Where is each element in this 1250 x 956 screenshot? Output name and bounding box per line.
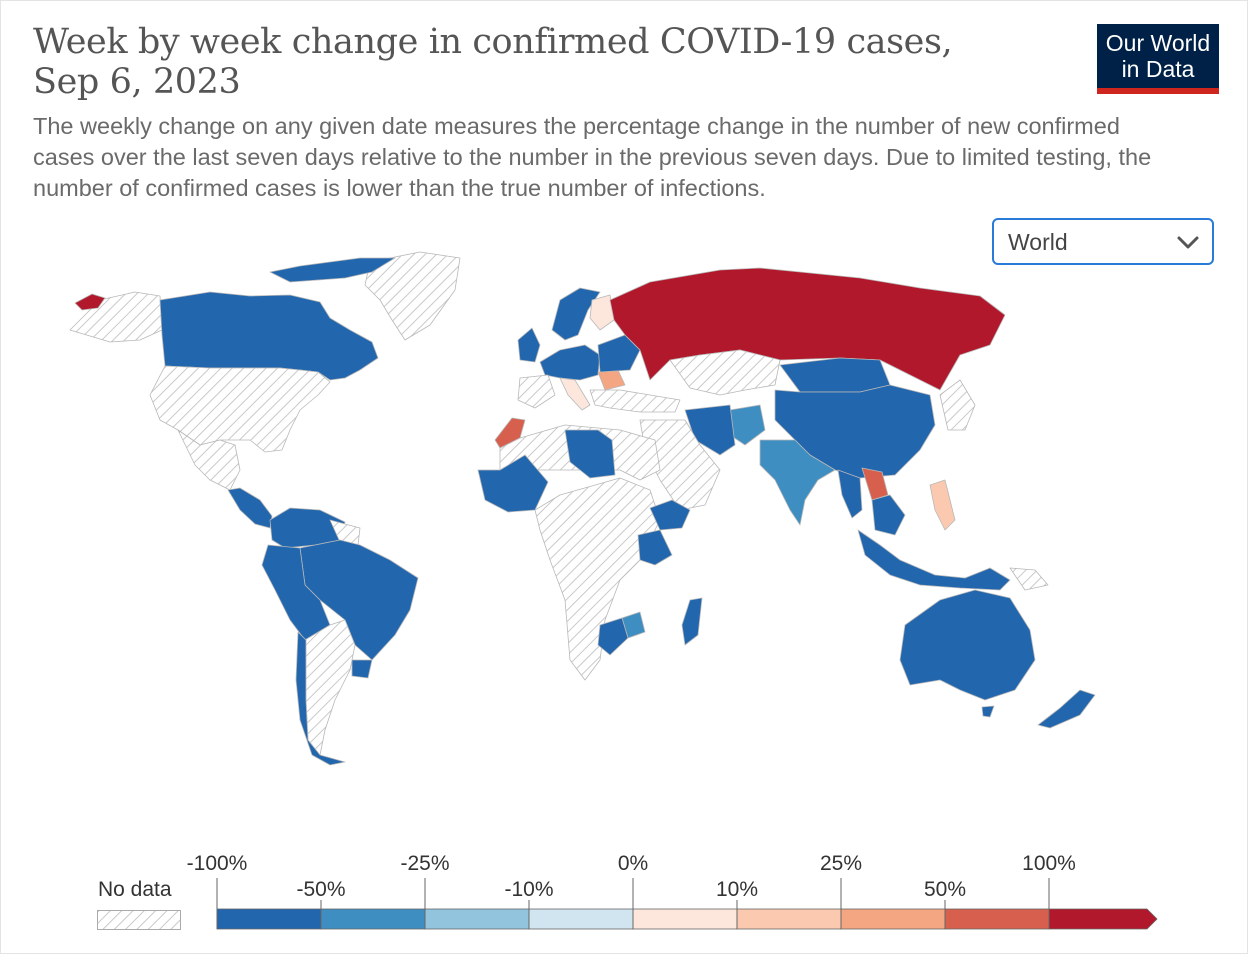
chart-title: Week by week change in confirmed COVID-1… — [33, 22, 953, 102]
country-uk-ireland[interactable] — [517, 327, 541, 363]
country-libya[interactable] — [564, 429, 616, 479]
country-balkans-turkey[interactable] — [589, 389, 681, 413]
country-philippines[interactable] — [929, 479, 956, 531]
country-spain-portugal[interactable] — [517, 374, 556, 409]
legend-tick-label: 25% — [819, 852, 863, 875]
country-united-states[interactable] — [149, 365, 331, 453]
no-data-label: No data — [98, 878, 172, 901]
legend-bin — [528, 908, 634, 930]
country-greenland[interactable] — [364, 251, 461, 341]
country-kazakhstan[interactable] — [669, 349, 781, 396]
country-finland[interactable] — [589, 294, 615, 331]
legend-tick-label: -50% — [296, 878, 346, 901]
legend-tick-label: 0% — [617, 852, 649, 875]
owid-logo[interactable]: Our World in Data — [1097, 24, 1219, 94]
country-indonesia[interactable] — [857, 529, 1011, 591]
country-central-america[interactable] — [227, 487, 273, 529]
country-ethiopia[interactable] — [649, 499, 691, 531]
legend-bin — [1048, 908, 1158, 930]
no-data-swatch — [97, 910, 181, 930]
region-select[interactable]: World — [992, 218, 1214, 265]
country-tasmania[interactable] — [981, 705, 995, 718]
legend-bin — [840, 908, 946, 930]
legend-bin — [216, 908, 322, 930]
legend-tick-label: 100% — [1022, 852, 1076, 875]
country-canada-arctic[interactable] — [269, 257, 396, 283]
legend-tick-label: -100% — [186, 852, 248, 875]
legend-tick-label: -10% — [504, 878, 554, 901]
country-east-africa[interactable] — [637, 529, 673, 566]
logo-line-2: in Data — [1121, 56, 1195, 82]
country-afghanistan[interactable] — [729, 404, 766, 446]
country-russia[interactable] — [609, 267, 1006, 391]
country-australia[interactable] — [899, 589, 1036, 701]
country-japan-korea[interactable] — [939, 379, 976, 431]
legend-bin — [320, 908, 426, 930]
country-south-africa[interactable] — [597, 617, 629, 656]
country-papua-new-guinea[interactable] — [1009, 567, 1049, 591]
legend-bin — [424, 908, 530, 930]
legend-tick-label: 10% — [715, 878, 759, 901]
country-myanmar[interactable] — [837, 469, 863, 519]
country-italy[interactable] — [559, 377, 591, 411]
world-map[interactable] — [60, 245, 1140, 775]
region-select-value: World — [1008, 229, 1068, 255]
country-mongolia[interactable] — [779, 357, 891, 393]
country-morocco[interactable] — [494, 417, 526, 449]
chevron-down-icon — [1177, 236, 1199, 249]
country-madagascar[interactable] — [681, 597, 703, 646]
legend-tick-label: 50% — [923, 878, 967, 901]
country-central-africa[interactable] — [534, 477, 661, 681]
country-west-europe[interactable] — [539, 344, 601, 381]
country-argentina[interactable] — [304, 619, 356, 756]
country-eastern-europe[interactable] — [597, 334, 641, 373]
country-vietnam-cambodia[interactable] — [871, 494, 906, 536]
country-chile[interactable] — [295, 631, 346, 766]
country-iceland[interactable] — [74, 293, 106, 311]
logo-line-1: Our World — [1105, 30, 1211, 56]
chart-subtitle: The weekly change on any given date meas… — [33, 113, 1152, 201]
legend-bin — [632, 908, 738, 930]
legend-scale — [216, 878, 1158, 930]
country-mexico[interactable] — [177, 429, 241, 491]
legend-tick-label: -25% — [400, 852, 450, 875]
legend-bin — [944, 908, 1050, 930]
country-new-zealand[interactable] — [1037, 689, 1096, 729]
color-legend: No data -100% -25% 0% 25% 100% -50% -10% 10% 50% — [0, 840, 1250, 956]
logo-accent-bar — [1097, 88, 1219, 94]
country-romania[interactable] — [597, 369, 626, 391]
country-west-africa[interactable] — [477, 454, 549, 513]
country-canada[interactable] — [159, 291, 379, 381]
country-uruguay[interactable] — [351, 659, 373, 679]
country-india[interactable] — [759, 439, 836, 526]
legend-bin — [736, 908, 842, 930]
country-laos[interactable] — [861, 467, 889, 501]
